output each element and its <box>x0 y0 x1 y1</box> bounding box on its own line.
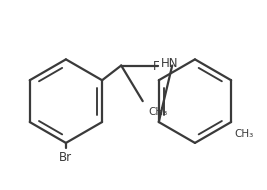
Text: HN: HN <box>160 57 178 70</box>
Text: Br: Br <box>59 151 72 164</box>
Text: CH₃: CH₃ <box>235 129 254 139</box>
Text: F: F <box>153 60 160 73</box>
Text: CH₃: CH₃ <box>149 107 168 117</box>
